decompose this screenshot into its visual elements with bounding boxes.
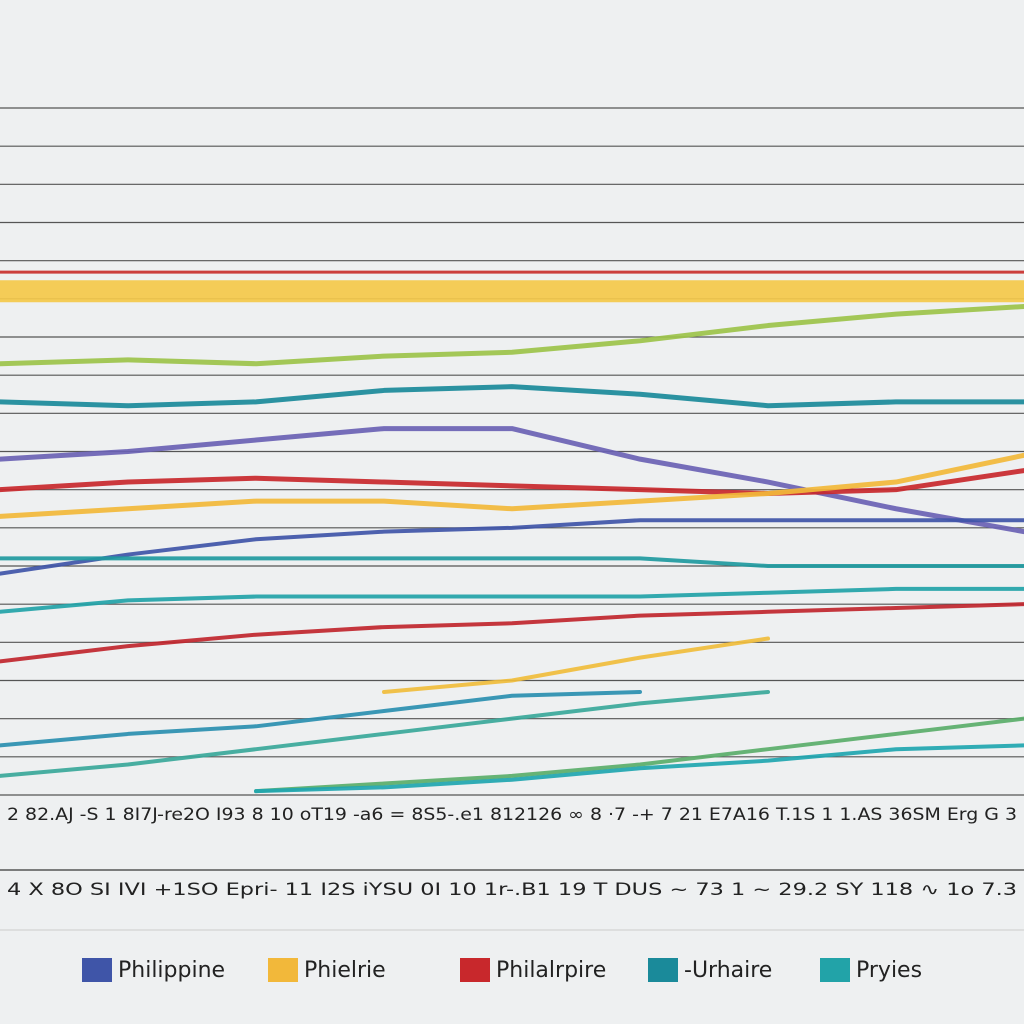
series-line bbox=[254, 743, 1024, 794]
series-line bbox=[0, 556, 1024, 568]
x-axis-text: 2 82.AJ -S 1 8I7J-re2O I93 8 10 oT19 -a6… bbox=[7, 805, 1017, 825]
legend-swatch bbox=[820, 958, 850, 982]
legend-label: Philalrpire bbox=[496, 958, 606, 983]
series-line bbox=[0, 689, 642, 748]
legend-label: Pryies bbox=[856, 958, 922, 983]
legend-label: Phielrie bbox=[304, 958, 386, 983]
legend-swatch bbox=[82, 958, 112, 982]
legend-swatch bbox=[648, 958, 678, 982]
legend-swatch bbox=[460, 958, 490, 982]
series-line bbox=[0, 426, 1024, 535]
series-line bbox=[254, 716, 1024, 794]
series-line bbox=[0, 452, 1024, 519]
x-axis-text: 4 X 8O SI IVI +1SO Epri- 11 I2S iYSU 0I … bbox=[7, 880, 1017, 900]
series-line bbox=[0, 384, 1024, 409]
legend-label: Philippine bbox=[118, 958, 225, 983]
series-line bbox=[0, 468, 1024, 496]
series-line bbox=[0, 689, 770, 778]
series-line bbox=[0, 586, 1024, 614]
series-line bbox=[382, 636, 770, 694]
legend-label: -Urhaire bbox=[684, 958, 772, 983]
legend-swatch bbox=[268, 958, 298, 982]
series-line bbox=[0, 303, 1024, 367]
series-line bbox=[0, 602, 1024, 664]
series-line bbox=[0, 518, 1024, 576]
